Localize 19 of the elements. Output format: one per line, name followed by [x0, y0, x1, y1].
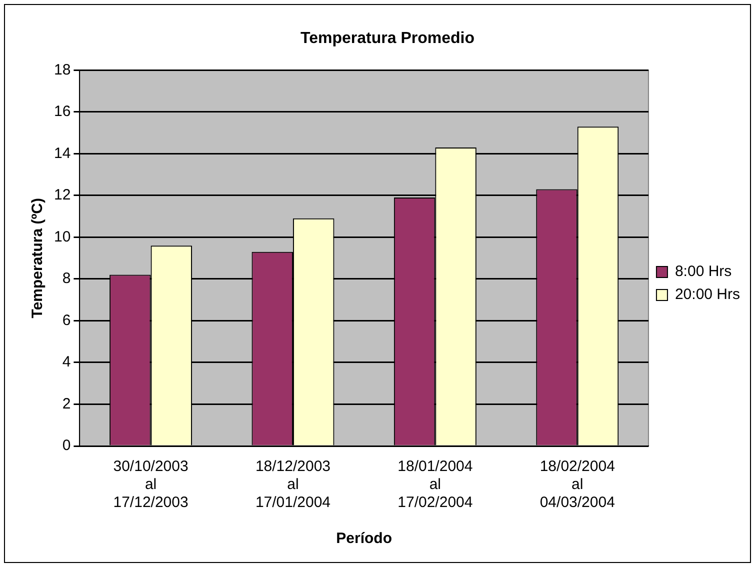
y-tick-label: 0: [62, 437, 71, 454]
x-tick-label: 18/02/2004 al 04/03/2004: [540, 458, 615, 512]
legend-label: 20:00 Hrs: [674, 286, 740, 304]
y-tick-label: 16: [54, 103, 71, 120]
y-tick-label: 18: [54, 61, 71, 78]
y-tick-label: 6: [62, 312, 71, 329]
x-axis-title: Período: [336, 530, 392, 548]
legend-label: 8:00 Hrs: [674, 263, 732, 280]
y-tick-label: 4: [62, 354, 71, 371]
x-tick-label: 18/12/2003 al 17/01/2004: [255, 458, 331, 512]
y-tick-label: 14: [54, 144, 71, 162]
y-tick-label: 8: [62, 270, 71, 288]
y-axis-title: Temperatura (ºC): [29, 198, 46, 318]
y-tick-label: 2: [62, 395, 71, 412]
x-tick-label: 18/01/2004 al 17/02/2004: [398, 458, 473, 512]
x-tick-label: 30/10/2003 al 17/12/2003: [113, 458, 188, 512]
y-tick-label: 10: [54, 228, 71, 246]
y-tick-label: 12: [54, 186, 71, 204]
chart-title: Temperatura Promedio: [300, 30, 475, 48]
